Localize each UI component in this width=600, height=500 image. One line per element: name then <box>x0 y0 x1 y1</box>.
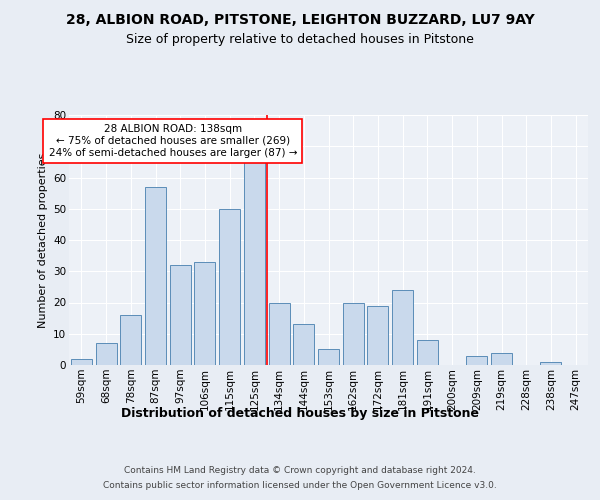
Bar <box>491 352 512 365</box>
Bar <box>293 324 314 365</box>
Bar <box>194 262 215 365</box>
Bar <box>466 356 487 365</box>
Text: 28, ALBION ROAD, PITSTONE, LEIGHTON BUZZARD, LU7 9AY: 28, ALBION ROAD, PITSTONE, LEIGHTON BUZZ… <box>65 12 535 26</box>
Bar <box>269 302 290 365</box>
Bar <box>417 340 438 365</box>
Text: 28 ALBION ROAD: 138sqm
← 75% of detached houses are smaller (269)
24% of semi-de: 28 ALBION ROAD: 138sqm ← 75% of detached… <box>49 124 297 158</box>
Bar <box>120 315 141 365</box>
Bar <box>392 290 413 365</box>
Text: Distribution of detached houses by size in Pitstone: Distribution of detached houses by size … <box>121 408 479 420</box>
Text: Size of property relative to detached houses in Pitstone: Size of property relative to detached ho… <box>126 32 474 46</box>
Bar <box>318 350 339 365</box>
Text: Contains public sector information licensed under the Open Government Licence v3: Contains public sector information licen… <box>103 481 497 490</box>
Bar <box>219 209 240 365</box>
Bar <box>145 187 166 365</box>
Bar <box>367 306 388 365</box>
Bar <box>95 343 116 365</box>
Bar <box>541 362 562 365</box>
Bar <box>244 162 265 365</box>
Y-axis label: Number of detached properties: Number of detached properties <box>38 152 47 328</box>
Bar <box>170 265 191 365</box>
Bar <box>71 359 92 365</box>
Text: Contains HM Land Registry data © Crown copyright and database right 2024.: Contains HM Land Registry data © Crown c… <box>124 466 476 475</box>
Bar <box>343 302 364 365</box>
